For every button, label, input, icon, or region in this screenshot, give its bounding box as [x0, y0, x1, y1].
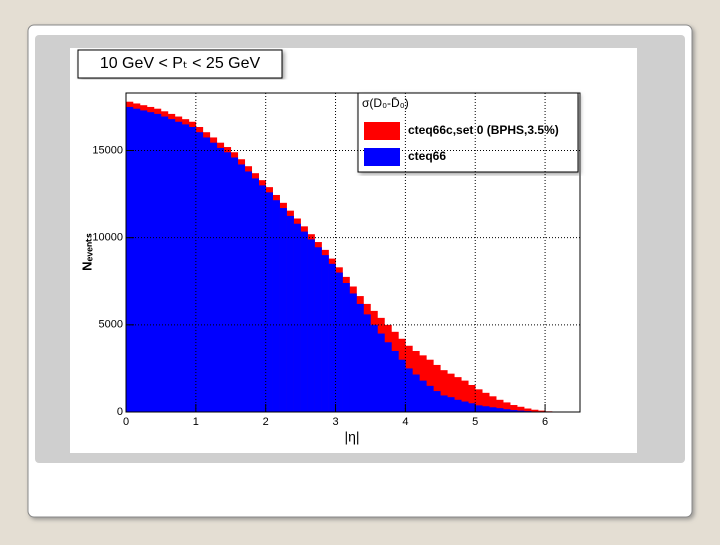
histogram-bar [224, 152, 231, 412]
histogram-bar [322, 255, 329, 412]
histogram-bar [440, 395, 447, 412]
x-tick-label: 4 [402, 416, 408, 428]
histogram-bar [489, 407, 496, 412]
legend-swatch [364, 122, 400, 140]
histogram-bar [175, 122, 182, 412]
histogram-bar [482, 406, 489, 412]
histogram-bar [154, 114, 161, 412]
histogram-bar [461, 402, 468, 412]
histogram-bar [308, 239, 315, 412]
histogram-bar [350, 293, 357, 412]
histogram-bar [294, 224, 301, 412]
x-tick-label: 3 [332, 416, 338, 428]
histogram-bar [203, 137, 210, 412]
y-tick-label: 5000 [99, 319, 123, 331]
x-tick-label: 6 [542, 416, 548, 428]
legend-swatch [364, 148, 400, 166]
histogram-bar [419, 381, 426, 412]
chart-title: 10 GeV < Pₜ < 25 GeV [100, 55, 261, 72]
histogram-bar [231, 157, 238, 412]
y-tick-label: 10000 [92, 232, 123, 244]
y-tick-label: 0 [117, 406, 123, 418]
histogram-bar [259, 185, 266, 412]
histogram-bar [356, 304, 363, 412]
histogram-bar [196, 132, 203, 412]
histogram-bar [412, 375, 419, 412]
histogram-bar [336, 273, 343, 412]
histogram-bar [315, 247, 322, 412]
x-tick-label: 2 [263, 416, 269, 428]
histogram-bar [468, 403, 475, 412]
histogram-bar [433, 391, 440, 412]
histogram-bar [210, 143, 217, 412]
histogram-bar [280, 208, 287, 412]
histogram-bar [329, 264, 336, 412]
histogram-bar [252, 178, 259, 412]
histogram-bar [147, 112, 154, 412]
y-tick-label: 15000 [92, 144, 123, 156]
histogram-bar [161, 117, 168, 412]
histogram-bar [363, 314, 370, 412]
histogram-bar [217, 148, 224, 412]
histogram-bar [245, 171, 252, 412]
histogram-bar [182, 124, 189, 412]
histogram-bar [168, 119, 175, 412]
histogram-bar [384, 342, 391, 412]
histogram-bar [426, 386, 433, 412]
histogram-bar [273, 200, 280, 412]
histogram-bar [126, 107, 133, 412]
x-tick-label: 0 [123, 416, 129, 428]
histogram-bar [189, 127, 196, 412]
histogram-bar [301, 232, 308, 412]
x-tick-label: 5 [472, 416, 478, 428]
histogram-bar [370, 325, 377, 412]
histogram-bar [454, 400, 461, 412]
histogram-bar [238, 164, 245, 412]
histogram-bar [140, 110, 147, 412]
x-tick-label: 1 [193, 416, 199, 428]
histogram-bar [405, 368, 412, 412]
histogram-bar [475, 405, 482, 412]
legend-label: cteq66 [408, 149, 446, 163]
histogram-bar [377, 334, 384, 412]
histogram-bar [266, 192, 273, 412]
histogram-bar [343, 283, 350, 412]
legend-title: σ(D₀-D̄₀) [362, 96, 409, 110]
histogram-bar [133, 109, 140, 412]
histogram-bar [391, 351, 398, 412]
legend-label: cteq66c,set 0 (BPHS,3.5%) [408, 123, 559, 137]
histogram-bar [398, 360, 405, 412]
histogram-bar [447, 397, 454, 412]
histogram-bar [496, 408, 503, 412]
histogram-bar [287, 216, 294, 412]
x-axis-label: |η| [344, 429, 359, 445]
